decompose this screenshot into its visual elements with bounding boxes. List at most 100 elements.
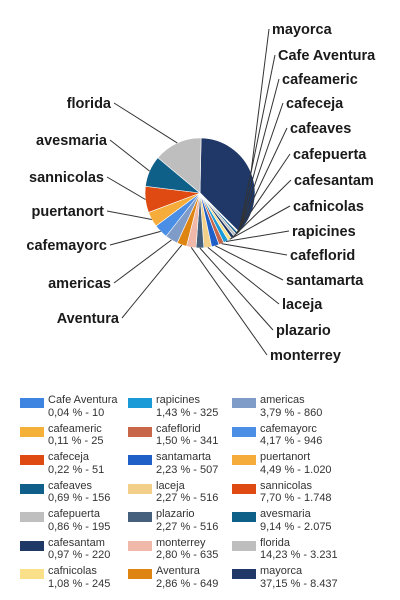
callout-label-avesmaria: avesmaria (36, 133, 108, 149)
legend-item-americas: americas 3,79 % - 860 (232, 394, 360, 422)
leader-line-sannicolas (106, 176, 146, 200)
leader-line-cafeameric (238, 78, 280, 233)
legend-series-name: Cafe Aventura (48, 394, 118, 406)
leader-line-cafeaves (236, 127, 288, 234)
legend-series-name: sannicolas (260, 479, 312, 492)
callout-label-laceja: laceja (282, 297, 323, 313)
legend-text: rapicines 1,43 % - 325 (156, 394, 218, 419)
legend-swatch (232, 540, 256, 551)
legend-series-value: 0,86 % - 195 (48, 520, 111, 533)
legend-item-monterrey: monterrey 2,80 % - 635 (128, 537, 256, 565)
legend-item-plazario: plazario 2,27 % - 516 (128, 508, 256, 536)
legend-series-value: 1,43 % - 325 (156, 406, 219, 419)
leader-line-monterrey (190, 247, 268, 356)
legend-swatch (20, 398, 44, 408)
legend-swatch (232, 398, 256, 408)
legend-swatch (128, 483, 152, 494)
legend-series-value: 0,22 % - 51 (48, 463, 105, 476)
legend-swatch (232, 483, 256, 494)
callout-label-puertanort: puertanort (32, 204, 105, 220)
legend-swatch (20, 455, 44, 465)
leader-line-avesmaria (109, 139, 150, 172)
legend-series-name: laceja (156, 479, 185, 492)
callout-label-florida: florida (67, 96, 112, 112)
legend-series-name: avesmaria (260, 508, 311, 520)
legend-swatch (20, 483, 44, 494)
legend-series-name: florida (260, 536, 290, 549)
legend-item-sannicolas: sannicolas 7,70 % - 1.748 (232, 480, 360, 508)
pie-leader-lines (106, 28, 292, 356)
legend-swatch (20, 569, 44, 579)
legend-item-aventura: Aventura 2,86 % - 649 (128, 565, 256, 593)
leader-line-cafnicolas (229, 205, 291, 240)
leader-line-cafeceja (237, 102, 284, 233)
leader-line-cafepuerta (234, 153, 291, 236)
legend-series-value: 14,23 % - 3.231 (260, 549, 338, 561)
legend-series-value: 0,04 % - 10 (48, 406, 105, 419)
callout-label-cafeaves: cafeaves (290, 121, 351, 137)
leader-line-aventura (121, 244, 183, 319)
callout-label-americas: americas (48, 276, 111, 292)
callout-label-cafe-aventura: Cafe Aventura (278, 48, 376, 64)
callout-label-monterrey: monterrey (270, 348, 341, 364)
legend-series-value: 1,08 % - 245 (48, 577, 111, 590)
legend-series-value: 3,79 % - 860 (260, 406, 323, 419)
pie-slice-florida (157, 137, 202, 194)
legend-swatch (232, 512, 256, 522)
legend-text: sannicolas 7,70 % - 1.748 (260, 480, 332, 505)
legend-swatch (128, 512, 152, 522)
legend-swatch (128, 398, 152, 408)
legend-item-cafeameric: cafeameric 0,11 % - 25 (20, 423, 148, 451)
callout-label-cafeflorid: cafeflorid (290, 248, 355, 264)
legend-series-name: cafeflorid (156, 422, 201, 435)
legend-series-name: cafemayorc (260, 422, 317, 435)
legend-series-value: 4,49 % - 1.020 (260, 463, 332, 476)
callout-label-cafnicolas: cafnicolas (293, 199, 364, 215)
leader-line-laceja (207, 247, 280, 305)
legend-text: cafeflorid 1,50 % - 341 (156, 423, 218, 448)
leader-line-cafeflorid (221, 243, 288, 256)
callout-label-aventura: Aventura (57, 311, 120, 327)
leader-line-puertanort (106, 210, 152, 220)
legend-series-name: americas (260, 394, 305, 406)
legend-series-value: 4,17 % - 946 (260, 435, 323, 447)
legend-text: cafesantam 0,97 % - 220 (48, 537, 110, 562)
legend-text: santamarta 2,23 % - 507 (156, 451, 218, 476)
callout-label-rapicines: rapicines (292, 224, 356, 240)
leader-line-florida (113, 102, 178, 144)
legend-series-value: 1,50 % - 341 (156, 435, 219, 447)
legend-text: monterrey 2,80 % - 635 (156, 537, 218, 562)
legend-swatch (128, 426, 152, 437)
callout-label-sannicolas: sannicolas (29, 170, 104, 186)
legend-swatch (128, 569, 152, 579)
legend-item-florida: florida 14,23 % - 3.231 (232, 537, 360, 565)
legend-series-name: cafepuerta (48, 508, 100, 520)
legend-swatch (20, 540, 44, 551)
legend-text: cafemayorc 4,17 % - 946 (260, 423, 322, 448)
legend-item-rapicines: rapicines 1,43 % - 325 (128, 394, 256, 422)
pie-callout-labels: mayorca Cafe Aventura cafeameric cafeceja ca… (26, 22, 376, 364)
legend-series-name: santamarta (156, 451, 212, 463)
legend-swatch (128, 455, 152, 465)
legend-text: cafeameric 0,11 % - 25 (48, 423, 103, 448)
legend-series-name: cafesantam (48, 536, 105, 549)
legend-series-value: 2,27 % - 516 (156, 492, 219, 504)
legend-series-value: 37,15 % - 8.437 (260, 577, 338, 590)
legend-text: puertanort 4,49 % - 1.020 (260, 451, 332, 476)
legend-text: cafeaves 0,69 % - 156 (48, 480, 110, 505)
legend-series-value: 0,11 % - 25 (48, 435, 104, 447)
legend-series-name: cafnicolas (48, 565, 97, 577)
legend-item-cafe-aventura: Cafe Aventura 0,04 % - 10 (20, 394, 148, 422)
callout-label-santamarta: santamarta (286, 273, 364, 289)
pie-slices (144, 137, 256, 249)
legend-series-value: 0,97 % - 220 (48, 549, 111, 561)
legend-swatch (128, 540, 152, 551)
legend-item-cafeflorid: cafeflorid 1,50 % - 341 (128, 423, 256, 451)
legend-swatch (20, 426, 44, 437)
legend-text: avesmaria 9,14 % - 2.075 (260, 508, 332, 533)
callout-label-plazario: plazario (276, 323, 331, 339)
leader-line-cafemayorc (109, 230, 161, 246)
legend-series-name: plazario (156, 508, 195, 520)
callout-label-cafeameric: cafeameric (282, 72, 358, 88)
legend-item-puertanort: puertanort 4,49 % - 1.020 (232, 451, 360, 479)
